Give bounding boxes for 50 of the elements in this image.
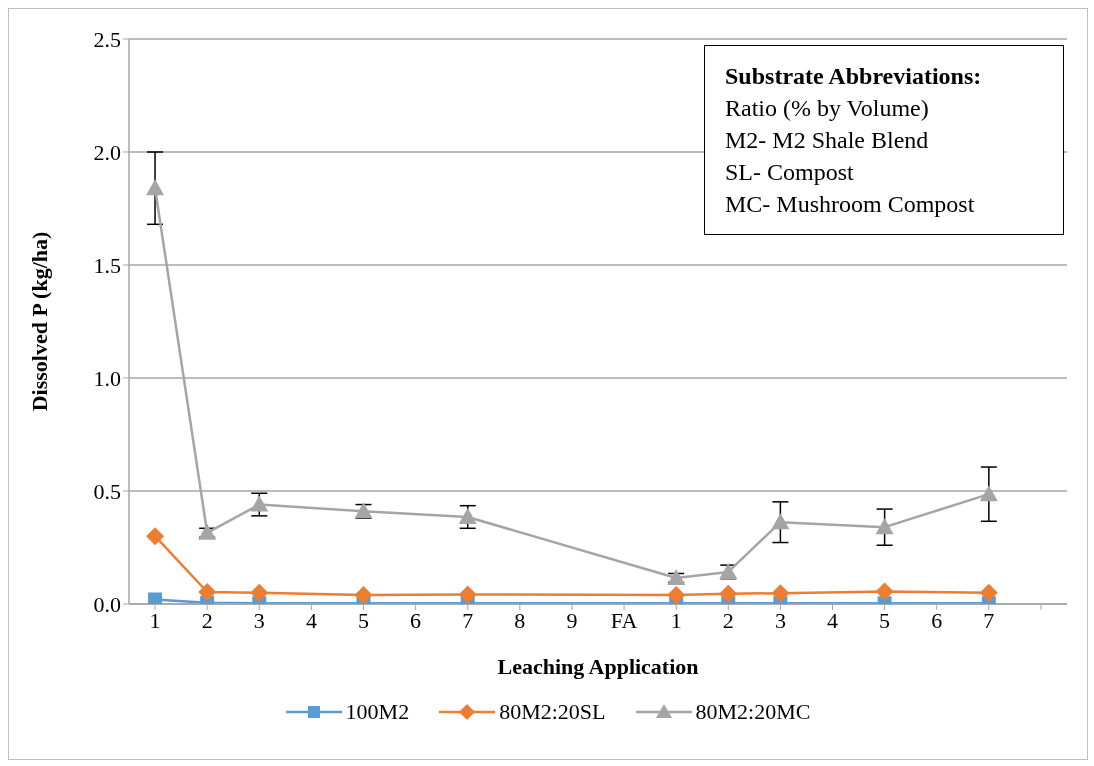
point [354,585,373,604]
x-tick-label: 6 [931,607,943,633]
point [771,513,790,530]
point [458,585,477,604]
x-tick-label: 3 [774,607,786,633]
x-tick-label: 9 [566,607,578,633]
point [719,584,738,603]
x-tick-label: 2 [201,607,213,633]
point [875,582,894,601]
point [875,518,894,535]
point [146,527,165,546]
point [198,583,217,602]
x-tick-label: FA [610,607,638,633]
point [148,592,163,604]
x-tick-label: 2 [722,607,734,633]
annotation: Ratio (% by Volume) [725,94,930,123]
point [146,179,165,196]
annotation: Substrate Abbreviations: [725,62,983,91]
annotation: M2- M2 Shale Blend [725,126,930,155]
x-tick-label: 1 [149,607,161,633]
point [979,485,998,502]
point [250,495,269,512]
point [458,507,477,524]
point [667,585,686,604]
legend-label: 100M2 [345,699,410,725]
y-tick-label: 1.5 [93,252,121,278]
y-axis-title: Dissolved P (kg/ha) [26,231,52,412]
x-tick-label: 4 [827,607,838,633]
x-tick-label: 3 [253,607,265,633]
x-tick-label: 8 [514,607,526,633]
annotation: MC- Mushroom Compost [725,190,976,219]
point [979,583,998,602]
x-tick-label: 4 [305,607,317,633]
y-tick-label: 0.0 [93,591,121,617]
y-tick-label: 0.5 [93,478,121,504]
x-tick-label: 7 [462,607,474,633]
x-axis-title: Leaching Application [497,654,699,679]
x-tick-label: 5 [879,607,891,633]
x-tick-label: 1 [670,607,682,633]
x-tick-label: 5 [358,607,369,633]
point [771,584,790,603]
legend-label: 80M2:20SL [499,699,606,725]
y-tick-label: 2.5 [93,26,121,52]
x-tick-label: 7 [983,607,995,633]
point [250,583,269,602]
legend-label: 80M2:20MC [695,699,811,725]
annotation: SL- Compost [725,158,855,187]
y-tick-label: 2.0 [93,139,121,165]
y-tick-label: 1.0 [93,365,121,391]
x-tick-label: 6 [410,607,422,633]
